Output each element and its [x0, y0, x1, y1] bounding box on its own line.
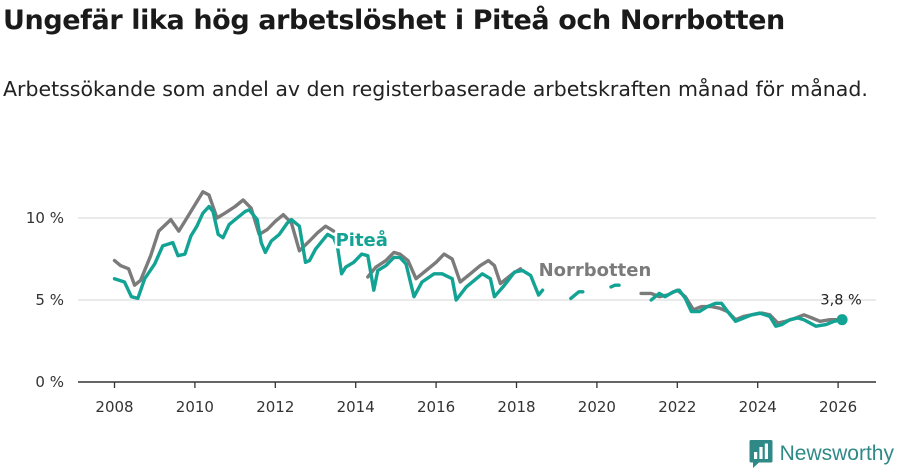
x-tick-label: 2020	[578, 398, 616, 416]
x-tick-label: 2026	[819, 398, 857, 416]
x-tick-label: 2016	[417, 398, 455, 416]
series-label-norrbotten: Norrbotten	[539, 260, 652, 281]
series-line-pitea	[609, 283, 621, 289]
x-tick-label: 2010	[176, 398, 214, 416]
x-tick-label: 2018	[497, 398, 535, 416]
brand-logo-group: Newsworthy	[749, 438, 894, 470]
x-tick-label: 2014	[337, 398, 375, 416]
y-tick-label: 5 %	[35, 291, 64, 309]
brand-name: Newsworthy	[779, 442, 894, 465]
x-tick-label: 2022	[658, 398, 696, 416]
series-line-norrbotten	[366, 250, 523, 286]
x-tick-label: 2024	[739, 398, 777, 416]
end-point-marker	[836, 314, 848, 326]
y-tick-label: 10 %	[26, 209, 64, 227]
newsworthy-logo-icon	[749, 440, 773, 468]
series-line-pitea	[569, 290, 585, 301]
y-tick-label: 0 %	[35, 373, 64, 391]
series-line-norrbotten	[112, 190, 336, 287]
x-tick-label: 2012	[256, 398, 294, 416]
chart-subtitle: Arbetssökande som andel av den registerb…	[3, 77, 868, 101]
series-line-pitea	[649, 288, 844, 328]
end-value-label: 3,8 %	[820, 293, 861, 309]
series-line-pitea	[112, 204, 545, 302]
x-tick-label: 2008	[95, 398, 133, 416]
series-label-pitea: Piteå	[336, 229, 388, 251]
chart-title: Ungefär lika hög arbetslöshet i Piteå oc…	[3, 5, 785, 36]
